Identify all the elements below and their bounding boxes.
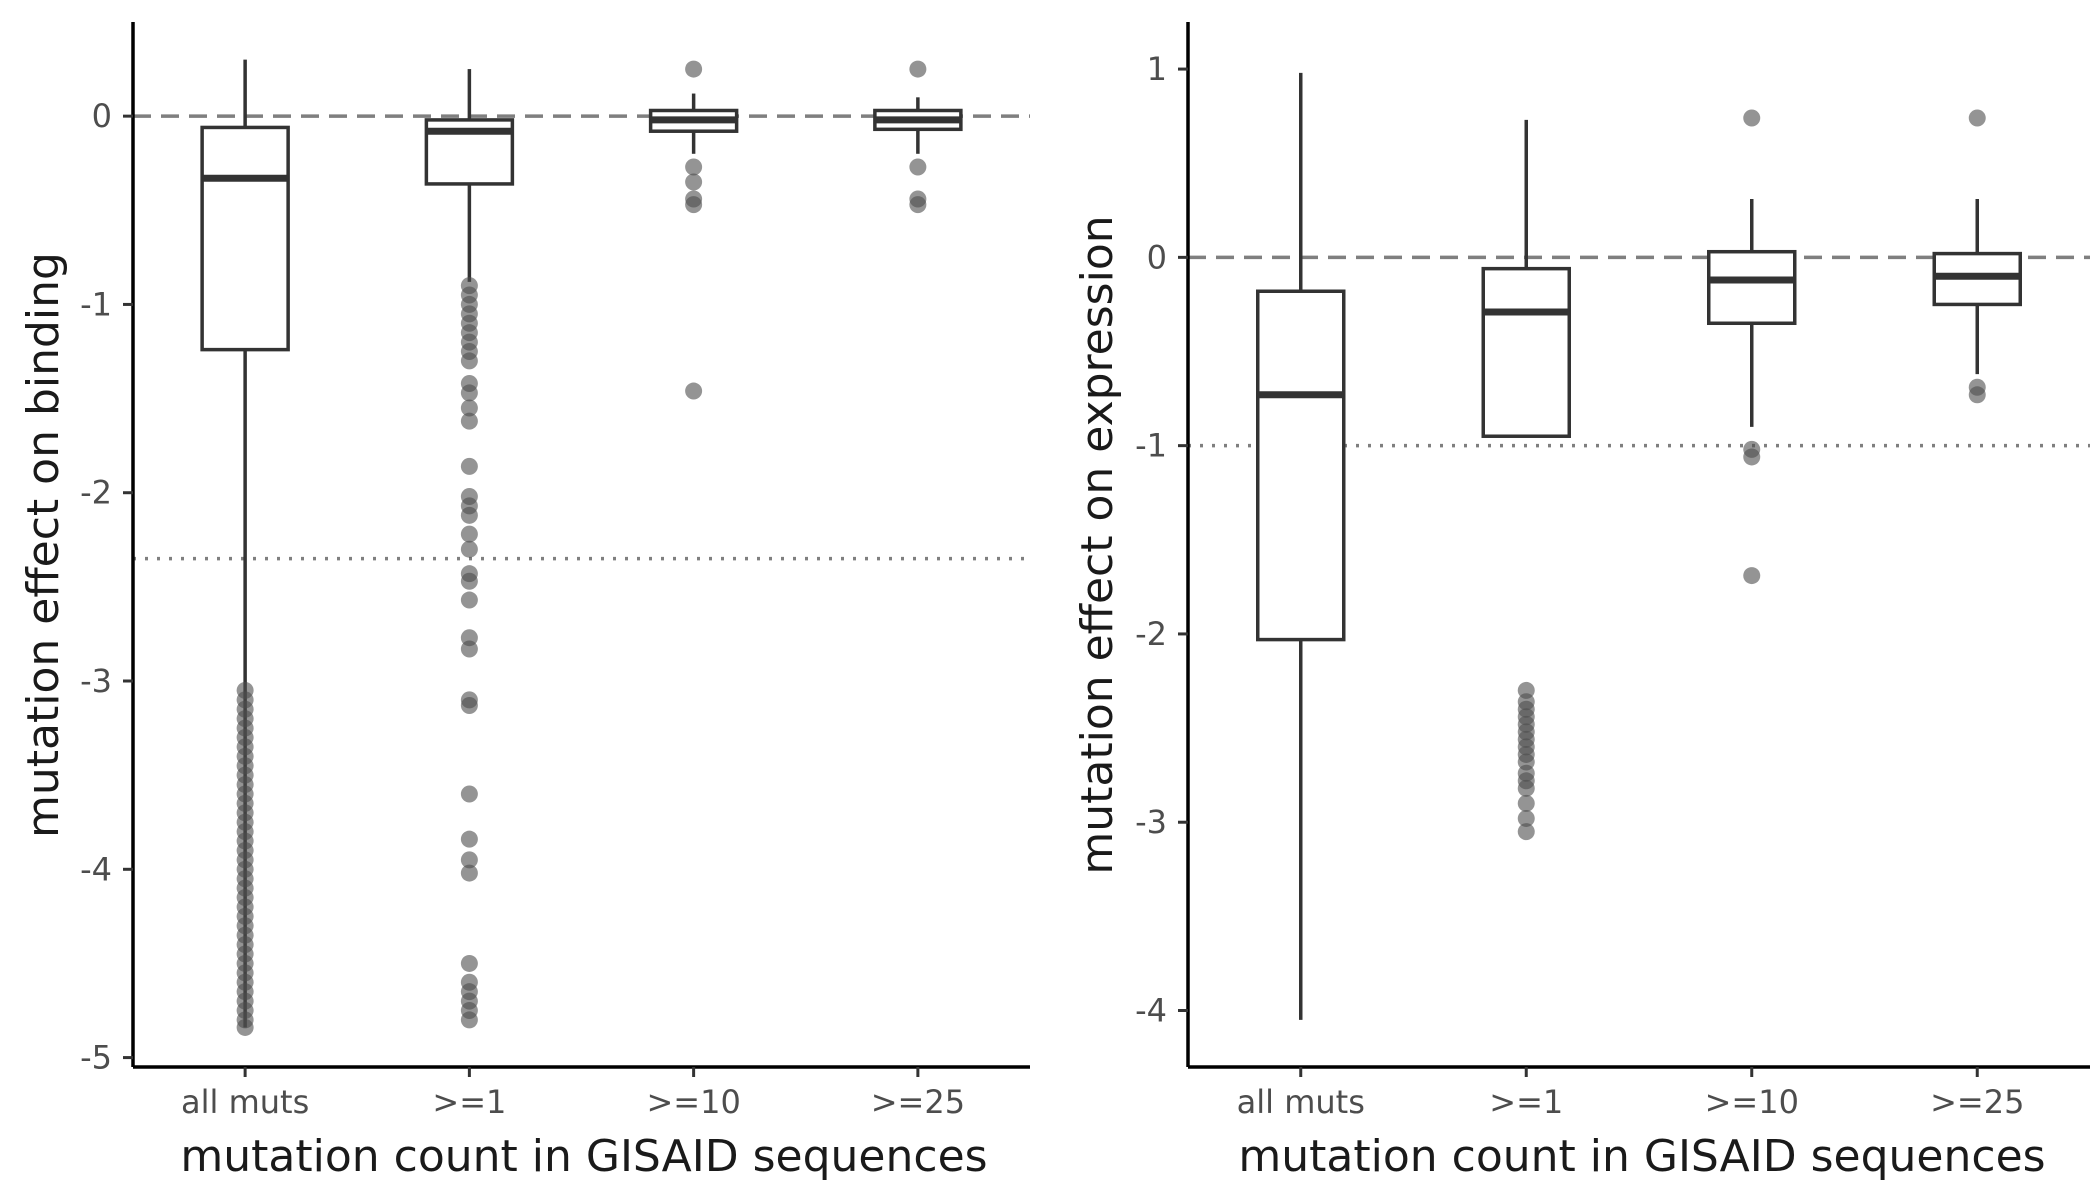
binding-outlier-point bbox=[460, 1011, 478, 1029]
binding-y-tick-label: -2 bbox=[80, 474, 112, 512]
binding-outlier-point bbox=[460, 954, 478, 972]
expression-outlier-point bbox=[1743, 109, 1761, 127]
binding-x-tick-label: >=1 bbox=[432, 1083, 506, 1121]
expression-x-tick-label: >=10 bbox=[1705, 1083, 1799, 1121]
expression-box-3 bbox=[1932, 109, 2022, 404]
binding-y-tick-label: -5 bbox=[80, 1039, 112, 1077]
binding-outlier-point bbox=[460, 830, 478, 848]
binding-y-tick-label: -1 bbox=[80, 285, 112, 323]
binding-box-1 bbox=[424, 69, 515, 1029]
expression-box-0 bbox=[1256, 72, 1346, 1020]
binding-outlier-point bbox=[236, 1018, 254, 1036]
binding-x-axis-title: mutation count in GISAID sequences bbox=[180, 1131, 987, 1182]
binding-outlier-point bbox=[909, 60, 927, 78]
binding-box-3 bbox=[873, 60, 963, 214]
expression-y-tick-label: -1 bbox=[1135, 427, 1167, 465]
expression-outlier-point bbox=[1743, 448, 1761, 466]
binding-y-tick-label: -3 bbox=[80, 662, 112, 700]
binding-outlier-point bbox=[460, 506, 478, 524]
binding-outlier-point bbox=[460, 412, 478, 430]
expression-x-tick-label: all muts bbox=[1237, 1083, 1365, 1121]
binding-y-tick-label: -4 bbox=[80, 850, 112, 888]
expression-y-axis-title: mutation effect on expression bbox=[1072, 215, 1123, 874]
binding-outlier-point bbox=[460, 591, 478, 609]
binding-x-tick-label: all muts bbox=[181, 1083, 309, 1121]
binding-box-2 bbox=[648, 60, 739, 400]
expression-box-body bbox=[1481, 266, 1571, 438]
binding-outlier-point bbox=[460, 864, 478, 882]
binding-outlier-point bbox=[460, 399, 478, 417]
binding-x-tick-label: >=10 bbox=[646, 1083, 740, 1121]
binding-outlier-point bbox=[460, 352, 478, 370]
expression-box-2 bbox=[1707, 109, 1797, 585]
binding-outlier-point bbox=[460, 457, 478, 475]
binding-x-tick-label: >=25 bbox=[871, 1083, 965, 1121]
binding-outlier-point bbox=[685, 60, 703, 78]
expression-panel: mutation count in GISAID sequences mutat… bbox=[1072, 22, 2090, 1182]
expression-outlier-point bbox=[1517, 794, 1535, 812]
expression-y-tick-label: 1 bbox=[1147, 50, 1167, 88]
binding-box-body bbox=[200, 125, 290, 352]
binding-outlier-point bbox=[685, 382, 703, 400]
binding-outlier-point bbox=[460, 851, 478, 869]
expression-outlier-point bbox=[1517, 809, 1535, 827]
binding-outlier-point bbox=[460, 785, 478, 803]
binding-outlier-point bbox=[460, 572, 478, 590]
expression-outlier-point bbox=[1968, 109, 1986, 127]
expression-x-axis-title: mutation count in GISAID sequences bbox=[1238, 1131, 2045, 1182]
expression-y-tick-label: -4 bbox=[1135, 992, 1167, 1030]
binding-outlier-point bbox=[460, 540, 478, 558]
binding-outlier-point bbox=[909, 196, 927, 214]
expression-y-tick-label: -2 bbox=[1135, 615, 1167, 653]
expression-outlier-point bbox=[1743, 567, 1761, 585]
expression-outlier-point bbox=[1968, 386, 1986, 404]
expression-box-body bbox=[1707, 249, 1797, 326]
binding-outlier-point bbox=[460, 696, 478, 714]
binding-panel: mutation count in GISAID sequences mutat… bbox=[18, 22, 1030, 1182]
binding-outlier-point bbox=[909, 158, 927, 176]
expression-box-1 bbox=[1481, 119, 1571, 841]
binding-outlier-point bbox=[685, 158, 703, 176]
binding-outlier-point bbox=[460, 525, 478, 543]
expression-box-body bbox=[1256, 289, 1346, 642]
expression-x-tick-label: >=25 bbox=[1930, 1083, 2024, 1121]
expression-y-tick-label: 0 bbox=[1147, 238, 1167, 276]
binding-outlier-point bbox=[685, 173, 703, 191]
binding-y-axis-title: mutation effect on binding bbox=[18, 252, 69, 838]
binding-outlier-point bbox=[685, 196, 703, 214]
expression-outlier-point bbox=[1517, 823, 1535, 841]
binding-outlier-point bbox=[460, 384, 478, 402]
expression-x-tick-label: >=1 bbox=[1489, 1083, 1563, 1121]
expression-outlier-point bbox=[1517, 779, 1535, 797]
binding-box-0 bbox=[200, 59, 290, 1036]
expression-y-tick-label: -3 bbox=[1135, 803, 1167, 841]
binding-outlier-point bbox=[460, 640, 478, 658]
binding-y-tick-label: 0 bbox=[92, 97, 112, 135]
